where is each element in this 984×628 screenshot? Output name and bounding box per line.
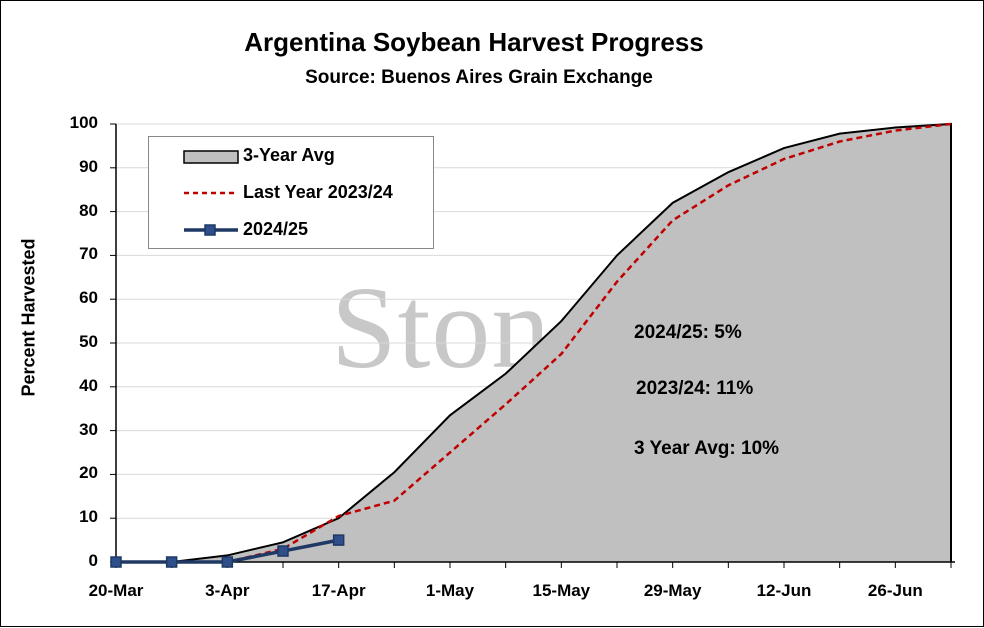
y-tick-label: 10	[79, 507, 98, 527]
legend-swatch-line-marker	[184, 224, 238, 236]
series-current-marker	[110, 556, 122, 568]
chart-subtitle: Source: Buenos Aires Grain Exchange	[305, 67, 653, 88]
y-tick-label: 80	[79, 200, 98, 220]
series-current-marker	[332, 534, 345, 546]
legend-item-last-year: Last Year 2023/24	[149, 178, 433, 208]
legend-item-3yr-avg: 3-Year Avg	[149, 141, 433, 171]
x-tick-label: 20-Mar	[88, 581, 144, 600]
y-tick-label: 70	[79, 244, 98, 264]
x-tick-label: 17-Apr	[311, 581, 366, 600]
legend-swatch-dashed	[184, 191, 238, 195]
series-last-year-line	[116, 122, 952, 564]
y-tick-label: 30	[79, 419, 98, 439]
legend-item-current: 2024/25	[149, 215, 433, 245]
legend-label-3yr-avg: 3-Year Avg	[243, 145, 335, 165]
y-tick-label: 50	[79, 332, 98, 351]
x-tick-label: 26-Jun	[867, 581, 923, 600]
legend-swatch-area	[183, 150, 239, 164]
chart-title: Argentina Soybean Harvest Progress	[244, 27, 704, 57]
x-tick-label: 3-Apr	[205, 581, 250, 600]
legend-label-last-year: Last Year 2023/24	[243, 182, 393, 202]
y-tick-label: 100	[69, 113, 98, 132]
series-current-marker	[277, 545, 289, 557]
y-tick-label: 40	[79, 375, 98, 395]
y-tick-label: 90	[79, 156, 98, 176]
y-tick-label: 0	[88, 551, 98, 570]
y-tick-label: 60	[79, 288, 98, 308]
series-current-marker	[221, 556, 234, 568]
annotation-current: 2024/25: 5%	[634, 322, 742, 343]
annotation-3yr-avg: 3 Year Avg: 10%	[634, 438, 780, 459]
annotation-last-year: 2023/24: 11%	[636, 378, 754, 399]
legend-label-current: 2024/25	[243, 219, 309, 239]
series-3yr-avg-area	[116, 124, 951, 562]
legend: 3-Year Avg Last Year 2023/24 2024/25	[148, 136, 434, 249]
series-current-marker	[165, 556, 178, 568]
series-3yr-avg-line	[116, 122, 952, 563]
y-tick-label: 20	[79, 463, 98, 483]
x-tick-label: 12-Jun	[756, 581, 812, 600]
x-tick-label: 15-May	[532, 581, 591, 600]
x-tick-label: 29-May	[643, 581, 702, 600]
x-tick-label: 1-May	[425, 581, 475, 600]
